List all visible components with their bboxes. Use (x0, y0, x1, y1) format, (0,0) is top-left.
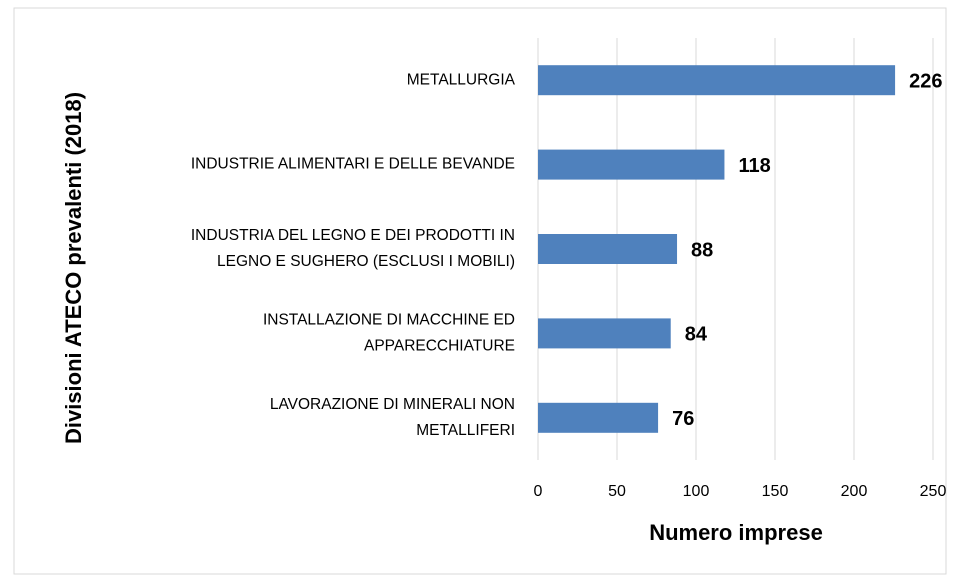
y-axis-title: Divisioni ATECO prevalenti (2018) (61, 92, 86, 444)
x-tick-label: 200 (841, 483, 868, 500)
chart-border (13, 7, 947, 575)
x-tick-label: 100 (683, 483, 710, 500)
bar (538, 234, 678, 264)
y-tick-label: METALLURGIA (407, 71, 516, 88)
y-tick-label: LAVORAZIONE DI MINERALI NON METALLIFERI (270, 396, 515, 439)
value-label: 118 (738, 155, 770, 177)
bar (538, 318, 671, 349)
value-label: 88 (691, 239, 713, 261)
value-label: 84 (685, 324, 708, 346)
x-axis-title: Numero imprese (649, 520, 823, 545)
value-label: 226 (909, 70, 942, 92)
value-label: 76 (672, 408, 694, 430)
bar (538, 402, 659, 433)
x-tick-label: 150 (762, 483, 789, 500)
bar (538, 65, 896, 96)
x-tick-label: 0 (534, 483, 543, 500)
x-tick-label: 250 (920, 483, 947, 500)
y-tick-label: INSTALLAZIONE DI MACCHINE ED APPARECCHIAT… (263, 311, 515, 354)
y-tick-label: INDUSTRIA DEL LEGNO E DEI PRODOTTI IN LEG… (191, 227, 515, 270)
y-tick-label: INDUSTRIE ALIMENTARI E DELLE BEVANDE (191, 156, 515, 173)
bar (538, 149, 725, 180)
x-tick-label: 50 (608, 483, 626, 500)
